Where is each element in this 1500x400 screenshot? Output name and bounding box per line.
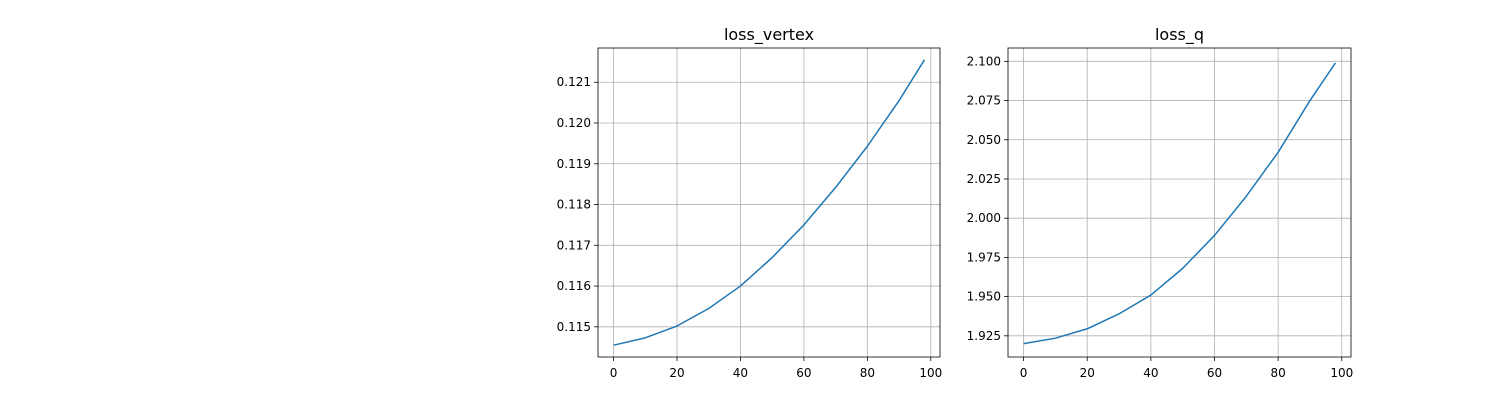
y-tick-label: 0.119 — [557, 157, 591, 171]
x-tick-label: 80 — [1270, 366, 1285, 380]
x-tick-label: 40 — [733, 366, 748, 380]
y-tick-label: 0.121 — [557, 75, 591, 89]
x-tick-label: 100 — [1330, 366, 1353, 380]
y-tick-label: 0.120 — [557, 116, 591, 130]
x-tick-label: 40 — [1143, 366, 1158, 380]
x-tick-label: 80 — [860, 366, 875, 380]
y-tick-label: 2.075 — [967, 94, 1001, 108]
y-tick-label: 2.025 — [967, 172, 1001, 186]
axes-frame — [1007, 47, 1352, 358]
y-tick-label: 0.116 — [557, 279, 591, 293]
y-tick-label: 0.117 — [557, 238, 591, 252]
y-tick-label: 1.975 — [967, 250, 1001, 264]
x-tick-label: 60 — [796, 366, 811, 380]
series-line — [613, 59, 926, 346]
x-tick-label: 0 — [1020, 366, 1028, 380]
x-tick-label: 0 — [610, 366, 618, 380]
chart-title: loss_q — [1155, 25, 1204, 45]
axes-frame — [597, 47, 941, 358]
y-tick-label: 0.115 — [557, 320, 591, 334]
x-tick-label: 20 — [669, 366, 684, 380]
y-tick-label: 2.100 — [967, 54, 1001, 68]
chart-loss-vertex: 0 20 40 60 80 100 0.115 0.116 0.117 0.118 0.119 0.1… — [557, 25, 943, 380]
chart-title: loss_vertex — [724, 25, 814, 45]
y-tick-label: 1.925 — [967, 329, 1001, 343]
y-tick-label: 2.050 — [967, 133, 1001, 147]
x-tick-label: 60 — [1207, 366, 1222, 380]
y-tick-label: 0.118 — [557, 198, 591, 212]
series-line — [1023, 62, 1337, 345]
y-tick-label: 1.950 — [967, 290, 1001, 304]
x-tick-label: 20 — [1080, 366, 1095, 380]
x-tick-label: 100 — [919, 366, 942, 380]
y-tick-label: 2.000 — [967, 211, 1001, 225]
chart-loss-q: 0 20 40 60 80 100 1.925 1.950 1.975 2.000 2.025 2.0… — [967, 25, 1354, 380]
